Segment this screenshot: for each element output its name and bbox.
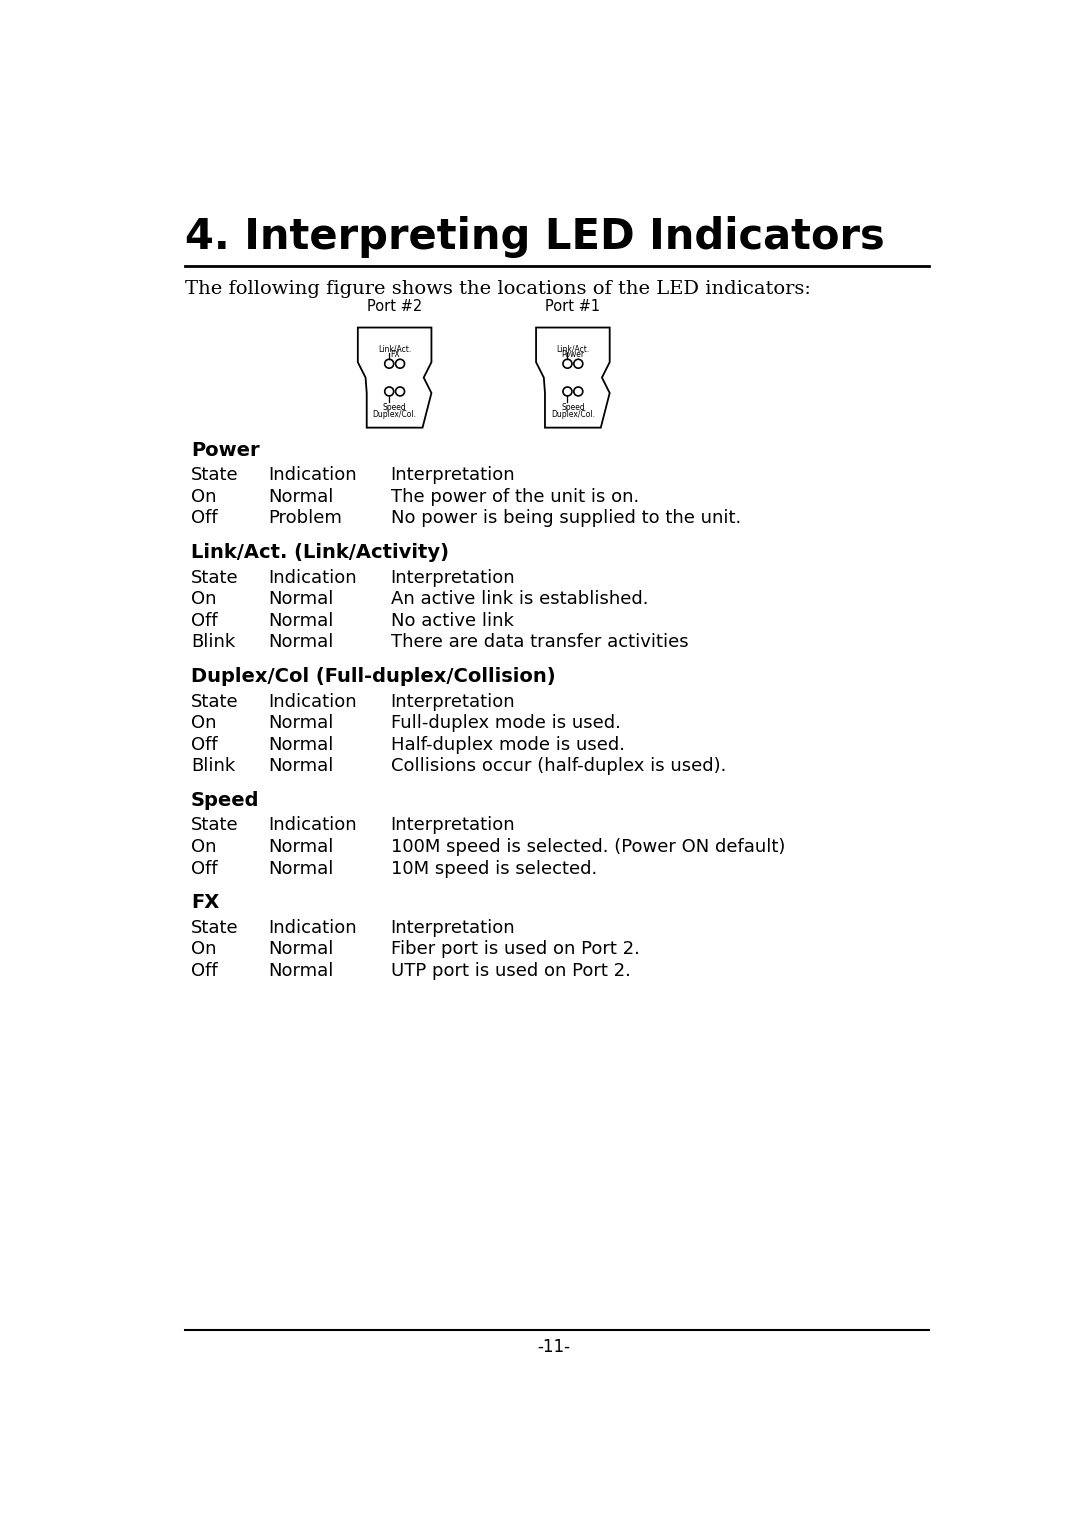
Text: Normal: Normal xyxy=(268,757,334,776)
Polygon shape xyxy=(536,327,610,427)
Text: UTP port is used on Port 2.: UTP port is used on Port 2. xyxy=(391,962,631,980)
Text: Port #1: Port #1 xyxy=(545,300,600,315)
Text: Fiber port is used on Port 2.: Fiber port is used on Port 2. xyxy=(391,940,639,958)
Text: On: On xyxy=(191,940,216,958)
Circle shape xyxy=(563,387,572,396)
Text: Problem: Problem xyxy=(268,510,342,527)
Text: Normal: Normal xyxy=(268,736,334,754)
Text: Indication: Indication xyxy=(268,817,356,834)
Text: State: State xyxy=(191,817,239,834)
Text: Interpretation: Interpretation xyxy=(391,568,515,587)
Text: State: State xyxy=(191,919,239,937)
Text: FX: FX xyxy=(390,350,400,359)
Text: State: State xyxy=(191,568,239,587)
Text: On: On xyxy=(191,839,216,856)
Text: Interpretation: Interpretation xyxy=(391,817,515,834)
Text: Speed: Speed xyxy=(191,791,259,809)
Text: 4. Interpreting LED Indicators: 4. Interpreting LED Indicators xyxy=(186,217,886,258)
Text: Port #2: Port #2 xyxy=(367,300,422,315)
Circle shape xyxy=(573,387,583,396)
Text: Indication: Indication xyxy=(268,693,356,711)
Text: Link/Act. (Link/Activity): Link/Act. (Link/Activity) xyxy=(191,544,449,562)
Text: Normal: Normal xyxy=(268,839,334,856)
Text: The following figure shows the locations of the LED indicators:: The following figure shows the locations… xyxy=(186,280,811,298)
Text: Normal: Normal xyxy=(268,633,334,651)
Circle shape xyxy=(395,359,405,369)
Text: 10M speed is selected.: 10M speed is selected. xyxy=(391,860,597,877)
Text: Interpretation: Interpretation xyxy=(391,693,515,711)
Text: Collisions occur (half-duplex is used).: Collisions occur (half-duplex is used). xyxy=(391,757,726,776)
Text: State: State xyxy=(191,465,239,484)
Text: 100M speed is selected. (Power ON default): 100M speed is selected. (Power ON defaul… xyxy=(391,839,785,856)
Circle shape xyxy=(384,359,394,369)
Text: Duplex/Col.: Duplex/Col. xyxy=(551,410,595,419)
Text: The power of the unit is on.: The power of the unit is on. xyxy=(391,488,639,505)
Text: State: State xyxy=(191,693,239,711)
Circle shape xyxy=(563,359,572,369)
Text: Normal: Normal xyxy=(268,590,334,608)
Text: Speed: Speed xyxy=(382,402,406,412)
Text: Indication: Indication xyxy=(268,568,356,587)
Text: Link/Act.: Link/Act. xyxy=(556,344,590,353)
Text: Normal: Normal xyxy=(268,860,334,877)
Text: FX: FX xyxy=(191,894,219,912)
Text: Interpretation: Interpretation xyxy=(391,919,515,937)
Text: On: On xyxy=(191,590,216,608)
Text: On: On xyxy=(191,488,216,505)
Circle shape xyxy=(384,387,394,396)
Text: Off: Off xyxy=(191,510,217,527)
Text: Blink: Blink xyxy=(191,757,235,776)
Text: Blink: Blink xyxy=(191,633,235,651)
Text: Full-duplex mode is used.: Full-duplex mode is used. xyxy=(391,714,621,733)
Text: Duplex/Col.: Duplex/Col. xyxy=(373,410,417,419)
Text: Off: Off xyxy=(191,962,217,980)
Text: Indication: Indication xyxy=(268,465,356,484)
Text: Normal: Normal xyxy=(268,940,334,958)
Text: Off: Off xyxy=(191,736,217,754)
Text: Off: Off xyxy=(191,860,217,877)
Text: Normal: Normal xyxy=(268,611,334,630)
Text: No active link: No active link xyxy=(391,611,514,630)
Circle shape xyxy=(395,387,405,396)
Text: Indication: Indication xyxy=(268,919,356,937)
Text: On: On xyxy=(191,714,216,733)
Text: Half-duplex mode is used.: Half-duplex mode is used. xyxy=(391,736,624,754)
Text: There are data transfer activities: There are data transfer activities xyxy=(391,633,688,651)
Circle shape xyxy=(573,359,583,369)
Text: An active link is established.: An active link is established. xyxy=(391,590,648,608)
Text: Speed: Speed xyxy=(561,402,584,412)
Text: Power: Power xyxy=(562,350,584,359)
Text: Normal: Normal xyxy=(268,488,334,505)
Text: Link/Act.: Link/Act. xyxy=(378,344,411,353)
Text: Normal: Normal xyxy=(268,962,334,980)
Text: No power is being supplied to the unit.: No power is being supplied to the unit. xyxy=(391,510,741,527)
Text: Duplex/Col (Full-duplex/Collision): Duplex/Col (Full-duplex/Collision) xyxy=(191,667,555,687)
Polygon shape xyxy=(357,327,431,427)
Text: -11-: -11- xyxy=(537,1338,570,1356)
Text: Interpretation: Interpretation xyxy=(391,465,515,484)
Text: Power: Power xyxy=(191,441,259,459)
Text: Normal: Normal xyxy=(268,714,334,733)
Text: Off: Off xyxy=(191,611,217,630)
